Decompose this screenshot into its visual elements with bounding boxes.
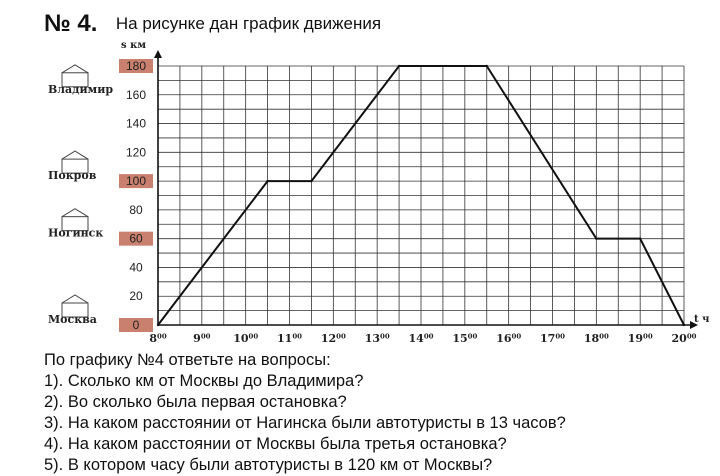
questions-block: По графику №4 ответьте на вопросы: 1). С… (44, 350, 566, 476)
task-title: На рисунке дан график движения (115, 14, 382, 33)
questions-heading: По графику №4 ответьте на вопросы: (44, 351, 331, 369)
roof-icon (61, 294, 89, 304)
city-0: Москва (48, 294, 97, 326)
question-2: 2). Во сколько была первая остановка? (44, 393, 347, 411)
roof-icon (61, 208, 89, 218)
y-tick-highlight (119, 59, 153, 73)
x-tick-labels: 8⁰⁰ 9⁰⁰ 10⁰⁰ 11⁰⁰ 12⁰⁰ 13⁰⁰ 14⁰⁰ 15⁰⁰ 16⁰⁰ 17⁰⁰ 18… (149, 332, 696, 345)
y-tick-label: 20 (129, 289, 143, 303)
y-tick-label: 160 (126, 88, 146, 102)
roof-icon (61, 64, 89, 74)
building-icon (61, 216, 89, 232)
motion-chart: 0 20 40 60 80 100 120 140 160 180 8⁰⁰ 9⁰⁰ 10⁰⁰ 11⁰⁰ 1… (48, 40, 709, 345)
y-tick-label: 0 (133, 318, 140, 332)
series-point (310, 179, 313, 183)
series-line (157, 65, 685, 326)
task-number: № 4. (44, 10, 98, 37)
question-5: 5). В котором часу были автотуристы в 12… (44, 456, 493, 474)
building-icon (61, 72, 89, 88)
x-tick-label: 9⁰⁰ (193, 332, 210, 345)
x-tick-label: 14⁰⁰ (409, 332, 434, 345)
series-point (485, 64, 488, 68)
y-tick-label: 80 (129, 203, 143, 217)
x-tick-label: 18⁰⁰ (584, 332, 609, 345)
y-tick-label: 40 (129, 260, 143, 274)
x-axis-arrow (690, 321, 698, 329)
city-label: Владимир (48, 83, 113, 96)
x-tick-label: 15⁰⁰ (452, 332, 477, 345)
city-100: Покров (48, 150, 97, 182)
chart-axes (154, 50, 698, 329)
x-tick-label: 8⁰⁰ (149, 332, 166, 345)
city-60: Ногинск (48, 208, 103, 240)
y-tick-highlight (119, 318, 153, 332)
x-tick-label: 20⁰⁰ (672, 332, 697, 345)
question-4: 4). На каком расстоянии от Москвы была т… (44, 435, 507, 453)
series-point (595, 237, 598, 240)
y-tick-label: 60 (129, 232, 143, 246)
header: № 4. На рисунке дан график движения (44, 10, 381, 38)
series-point (266, 179, 269, 183)
y-tick-highlight (119, 174, 153, 189)
x-tick-label: 11⁰⁰ (277, 332, 302, 345)
x-tick-label: 10⁰⁰ (233, 332, 258, 345)
city-label: Ногинск (48, 227, 103, 240)
roof-icon (61, 150, 89, 160)
y-axis-label: s км (121, 40, 146, 51)
city-label: Москва (48, 313, 97, 326)
x-tick-label: 12⁰⁰ (321, 332, 346, 345)
series-point (682, 323, 686, 327)
y-tick-label: 140 (126, 117, 146, 131)
chart-grid (157, 65, 685, 326)
x-axis-label: t ч (694, 314, 709, 325)
y-tick-label: 180 (126, 59, 146, 73)
series-point (156, 323, 160, 327)
chart-series (156, 64, 686, 327)
city-160: Владимир (48, 64, 113, 96)
building-icon (61, 302, 89, 318)
x-tick-label: 19⁰⁰ (628, 332, 653, 345)
series-point (397, 64, 401, 68)
y-tick-highlight (119, 231, 153, 246)
question-1: 1). Сколько км от Москвы до Владимира? (44, 372, 364, 390)
x-tick-label: 13⁰⁰ (365, 332, 390, 345)
x-tick-label: 17⁰⁰ (540, 332, 565, 345)
y-tick-label: 100 (126, 174, 146, 188)
y-tick-labels: 0 20 40 60 80 100 120 140 160 180 (119, 59, 153, 332)
question-3: 3). На каком расстоянии от Нагинска были… (44, 414, 566, 432)
y-axis-arrow (154, 50, 162, 58)
y-tick-label: 120 (126, 145, 146, 159)
building-icon (61, 158, 89, 174)
city-label: Покров (48, 169, 97, 182)
series-point (638, 237, 642, 240)
x-tick-label: 16⁰⁰ (496, 332, 521, 345)
city-labels: Владимир Покров Ногинск Москва (48, 64, 113, 326)
